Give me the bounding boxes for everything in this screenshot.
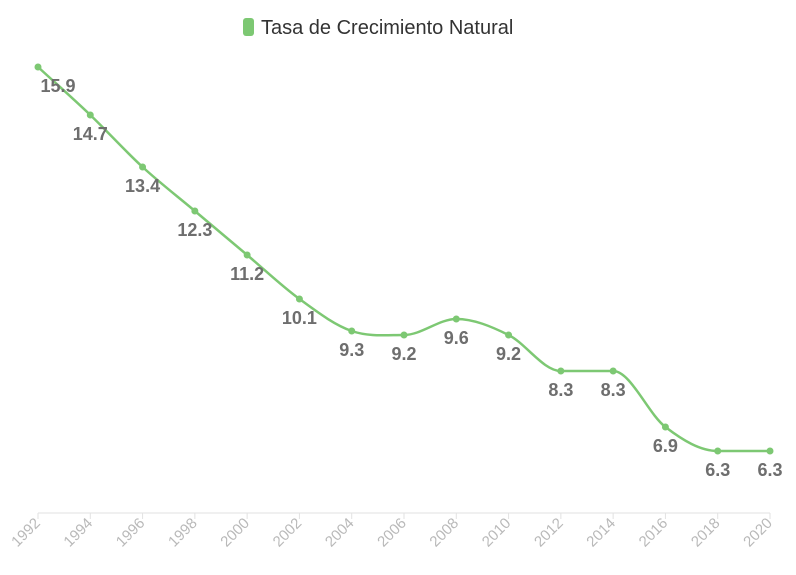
data-point[interactable]	[714, 447, 722, 455]
x-tick-label: 2002	[270, 515, 306, 551]
x-tick-label: 2018	[688, 515, 724, 551]
x-tick-label: 2020	[740, 515, 776, 551]
data-label: 12.3	[177, 220, 212, 240]
x-tick-label: 2006	[374, 515, 410, 551]
data-point[interactable]	[243, 251, 251, 259]
data-point[interactable]	[452, 315, 460, 323]
x-tick-label: 2010	[479, 515, 515, 551]
data-point[interactable]	[400, 331, 408, 339]
x-tick-label: 2008	[426, 515, 462, 551]
data-point[interactable]	[86, 111, 94, 119]
data-labels: 15.9 14.7 13.4 12.3 11.2 10.1 9.3 9.2 9.6 9.2 8.3 8…	[40, 76, 782, 480]
x-tick-label: 1996	[113, 515, 149, 551]
data-point[interactable]	[766, 447, 774, 455]
x-tick-label: 1992	[8, 515, 44, 551]
data-label: 9.3	[339, 340, 364, 360]
data-label: 8.3	[548, 380, 573, 400]
data-label: 8.3	[601, 380, 626, 400]
x-tick-label: 2012	[531, 515, 567, 551]
data-label: 9.2	[391, 344, 416, 364]
data-point[interactable]	[34, 63, 42, 71]
x-tick-label: 2014	[583, 515, 619, 551]
data-label: 15.9	[40, 76, 75, 96]
legend-label: Tasa de Crecimiento Natural	[261, 17, 513, 39]
x-tick-label: 2004	[322, 515, 358, 551]
data-point[interactable]	[609, 367, 617, 375]
legend[interactable]: Tasa de Crecimiento Natural	[243, 17, 513, 39]
x-tick-label: 1998	[165, 515, 201, 551]
x-tick-label: 2000	[217, 515, 253, 551]
data-label: 13.4	[125, 176, 160, 196]
data-label: 6.3	[757, 460, 782, 480]
data-label: 9.6	[444, 328, 469, 348]
data-point[interactable]	[348, 327, 356, 335]
x-tick-label: 1994	[60, 515, 96, 551]
data-point[interactable]	[295, 295, 303, 303]
x-tick-label: 2016	[636, 515, 672, 551]
data-point[interactable]	[557, 367, 565, 375]
data-label: 9.2	[496, 344, 521, 364]
data-point[interactable]	[661, 423, 669, 431]
series-line	[37, 66, 770, 453]
data-point[interactable]	[139, 163, 147, 171]
data-label: 14.7	[73, 124, 108, 144]
data-points	[34, 63, 774, 455]
data-label: 10.1	[282, 308, 317, 328]
data-label: 11.2	[230, 264, 264, 284]
legend-swatch	[243, 18, 254, 36]
data-label: 6.3	[705, 460, 730, 480]
data-label: 6.9	[653, 436, 678, 456]
x-axis-ticks: 1992 1994 1996 1998 2000 2002 2004 2006 2008 2010…	[8, 513, 776, 550]
data-point[interactable]	[505, 331, 513, 339]
data-point[interactable]	[191, 207, 199, 215]
